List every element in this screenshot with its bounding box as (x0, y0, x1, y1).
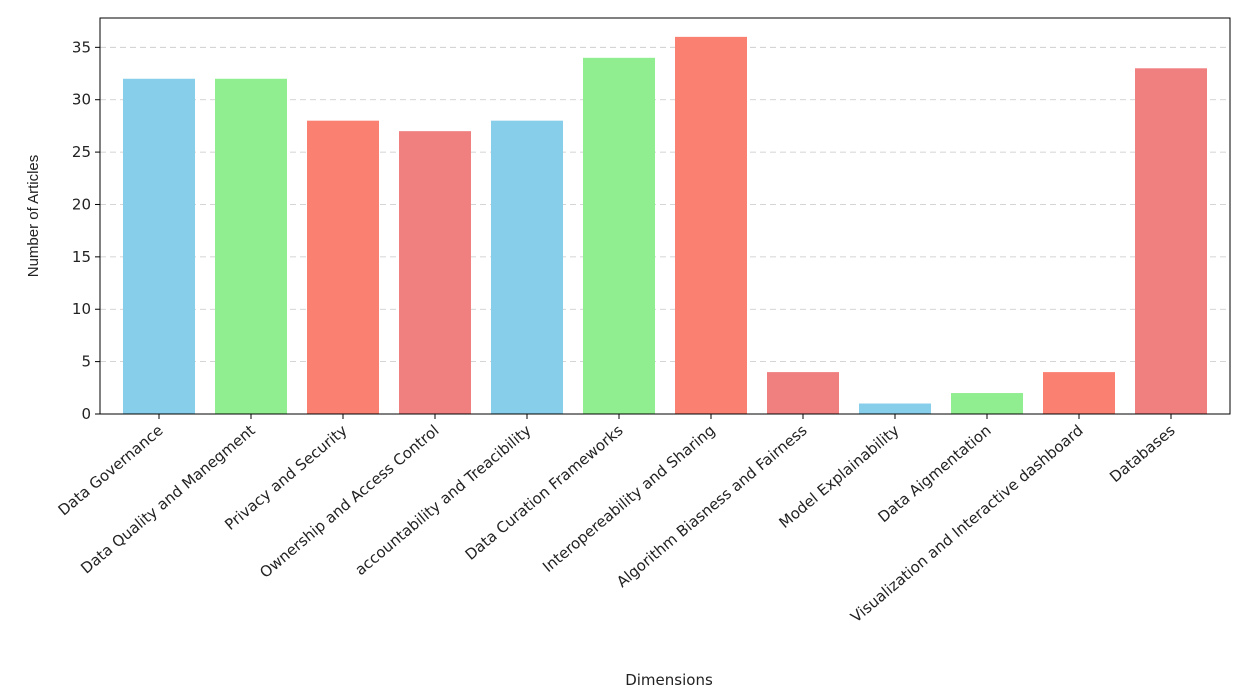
plot-frame (99, 17, 1231, 415)
bar (1043, 372, 1115, 414)
y-tick-label: 5 (81, 353, 91, 371)
bar (675, 36, 747, 415)
bar (859, 403, 931, 414)
y-tick-label: 10 (72, 300, 91, 318)
y-axis: 0 5 10 15 20 25 30 35 (72, 38, 100, 423)
y-tick-label: 30 (72, 91, 91, 109)
bar (491, 120, 563, 415)
bar (767, 372, 839, 414)
bar (123, 78, 195, 414)
x-axis-label: Dimensions (625, 671, 713, 689)
bar (399, 131, 471, 414)
bars-layer (123, 36, 1207, 415)
grid-layer (100, 46, 1230, 363)
x-tick-label: Interopereability and Sharing (539, 421, 718, 576)
bar (1135, 68, 1207, 414)
y-tick-label: 35 (72, 38, 91, 56)
bar (583, 57, 655, 415)
y-tick-label: 20 (72, 195, 91, 213)
y-axis-label: Number of Articles (25, 155, 42, 278)
x-tick-label: Ownership and Access Control (256, 421, 442, 581)
y-tick-label: 0 (81, 405, 91, 423)
x-tick-label: Data Curation Frameworks (462, 421, 627, 564)
bar (307, 120, 379, 415)
bar (215, 78, 287, 414)
x-tick-label: Algorithm Biasness and Fairness (613, 421, 811, 591)
bar (951, 393, 1023, 414)
x-tick-label: accountability and Treacibility (351, 421, 534, 579)
x-tick-label: Data Quality and Manegment (77, 421, 258, 577)
y-tick-label: 25 (72, 143, 91, 161)
y-tick-label: 15 (72, 248, 91, 266)
x-tick-label: Databases (1106, 421, 1179, 486)
